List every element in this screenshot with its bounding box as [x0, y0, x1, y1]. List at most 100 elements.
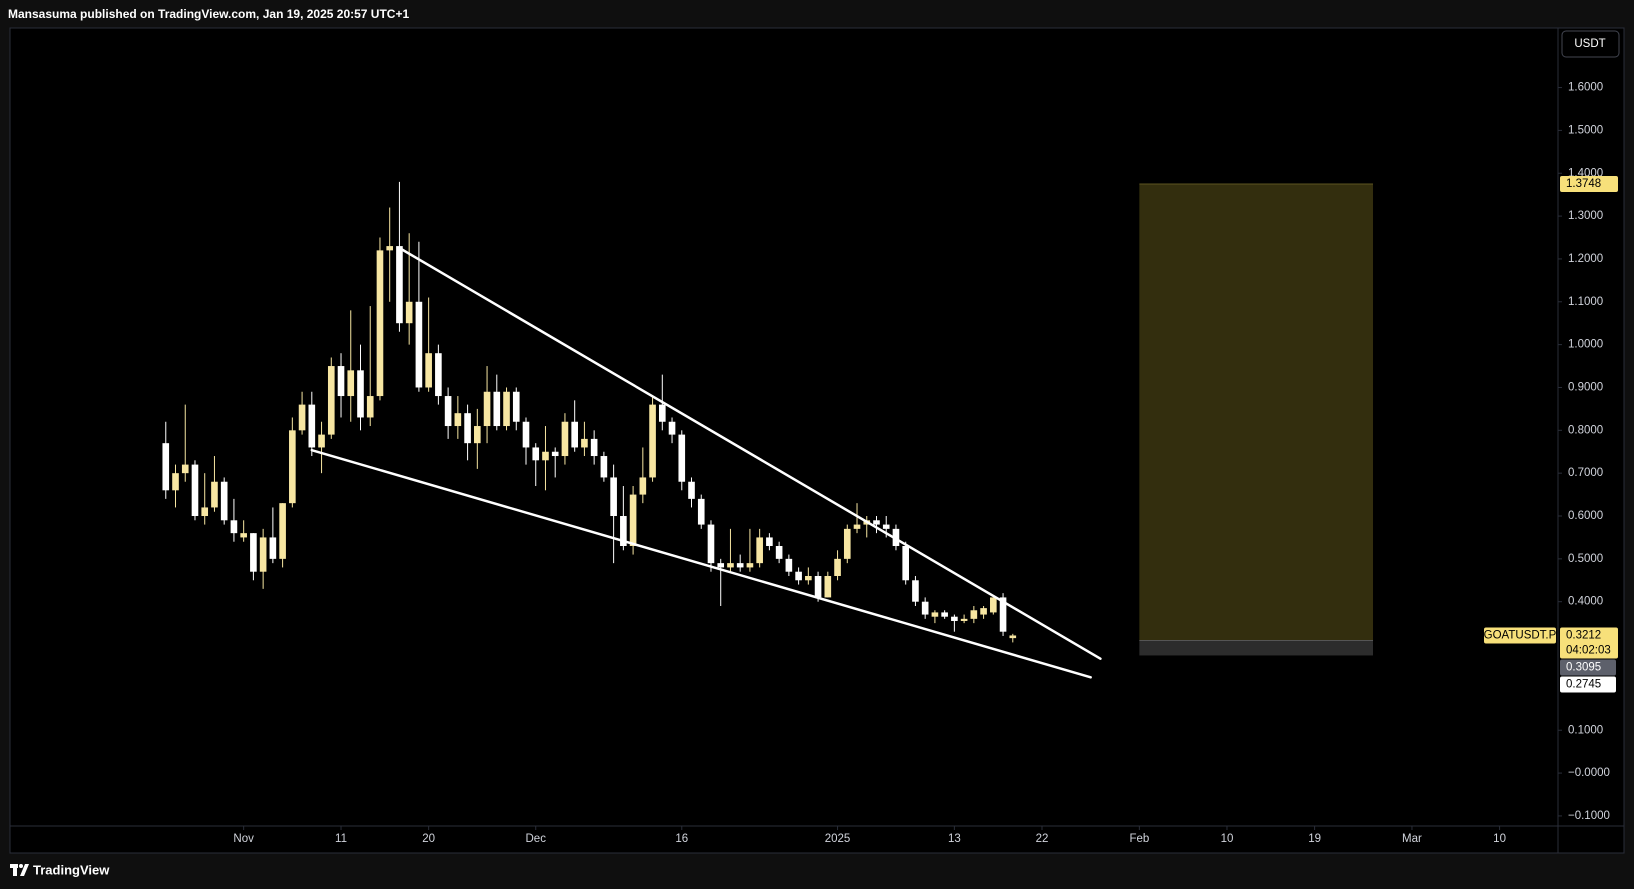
candle-body: [318, 434, 325, 448]
candle-body: [571, 421, 578, 448]
header: Mansasuma published on TradingView.com, …: [8, 7, 409, 21]
candle-body: [493, 391, 501, 427]
currency[interactable]: USDT: [1574, 38, 1605, 50]
brand: TradingView: [33, 862, 110, 877]
candle-body: [308, 404, 316, 448]
y-tick-label: 1.5000: [1568, 124, 1603, 136]
candle-body: [931, 612, 939, 617]
y-tick-label: 1.1000: [1568, 296, 1603, 308]
candle-body: [386, 246, 394, 251]
x-tick-label: 20: [422, 833, 435, 845]
candle-body: [775, 546, 783, 559]
candle-body: [522, 421, 530, 448]
candle-body: [415, 301, 423, 388]
last-price: 0.3212: [1566, 629, 1601, 641]
candle-body: [970, 610, 978, 619]
candle-body: [649, 404, 656, 478]
stop-zone: [1139, 640, 1374, 656]
candle-body: [824, 575, 832, 598]
candle-body: [220, 481, 228, 521]
candle-body: [366, 396, 374, 418]
x-tick-label: Feb: [1129, 833, 1149, 845]
candle-body: [658, 404, 666, 422]
candle-body: [814, 575, 822, 598]
candle-body: [337, 366, 345, 397]
x-tick-label: 10: [1221, 833, 1234, 845]
candle-body: [912, 580, 919, 602]
candle-body: [610, 477, 617, 517]
candle-body: [941, 612, 948, 617]
candle-body: [902, 546, 910, 581]
y-tick-label: 1.0000: [1568, 339, 1603, 351]
y-tick-label: 0.6000: [1568, 510, 1603, 522]
candle-body: [668, 421, 676, 435]
x-tick-label: 19: [1308, 833, 1321, 845]
candle-body: [551, 451, 559, 457]
candle-body: [843, 528, 851, 559]
currency-button[interactable]: [1561, 30, 1620, 58]
candle-body: [736, 563, 744, 568]
candle-body: [474, 426, 481, 444]
stop-label: 0.2745: [1566, 678, 1601, 690]
y-tick-label: 0.4000: [1568, 596, 1603, 608]
candle-body: [347, 370, 355, 397]
candle-body: [960, 618, 968, 621]
y-tick-label: 1.3000: [1568, 210, 1603, 222]
candle-body: [688, 481, 695, 499]
candle-body: [921, 601, 929, 615]
candle-body: [357, 370, 364, 418]
y-tick-label: 0.5000: [1568, 553, 1603, 565]
candle-body: [766, 537, 773, 547]
candle-body: [298, 404, 306, 431]
candle-body: [279, 503, 286, 559]
candle-body: [512, 391, 520, 422]
symbol: GOATUSDT.P: [1484, 629, 1557, 641]
candle-body: [561, 421, 569, 457]
candle-body: [162, 443, 170, 491]
candle-body: [882, 524, 890, 529]
candle-body: [425, 353, 432, 388]
candle-body: [999, 597, 1007, 632]
entry-label: 0.3095: [1566, 661, 1601, 673]
candle-body: [542, 451, 549, 461]
candle-body: [717, 563, 725, 568]
candle-body: [269, 537, 277, 559]
logo: [10, 864, 29, 876]
target-zone: [1139, 184, 1374, 641]
candle-body: [707, 524, 715, 564]
y-tick-label: 1.2000: [1568, 253, 1603, 265]
candle-body: [756, 537, 763, 564]
x-tick-label: 13: [948, 833, 961, 845]
target-label: 1.3748: [1566, 178, 1601, 190]
y-tick-label: 0.1000: [1568, 724, 1603, 736]
candle-body: [454, 413, 462, 427]
candle-body: [201, 507, 209, 517]
x-tick-label: Dec: [526, 833, 547, 845]
target-label-box: [1560, 176, 1618, 193]
candle-body: [590, 438, 598, 457]
chart-frame: [9, 27, 1625, 854]
candle-body: [873, 520, 880, 525]
x-tick-label: 11: [335, 833, 347, 845]
candle-body: [697, 498, 705, 525]
candle-body: [1009, 635, 1017, 639]
x-tick-label: 2025: [825, 833, 851, 845]
entry-label-box: [1560, 659, 1616, 676]
y-tick-label: 0.9000: [1568, 382, 1603, 394]
countdown: 04:02:03: [1566, 644, 1611, 656]
candle-body: [620, 516, 627, 547]
y-tick-label: −0.0000: [1568, 767, 1610, 779]
candle-body: [795, 571, 802, 581]
candle-body: [727, 563, 734, 568]
stop-label-box: [1560, 676, 1616, 693]
trend-line: [398, 246, 1102, 660]
candle-body: [853, 524, 861, 529]
trend-line: [310, 448, 1092, 679]
candle-body: [600, 456, 608, 478]
candle-body: [629, 494, 637, 547]
candle-body: [951, 616, 958, 621]
candle-body: [289, 430, 296, 504]
candle-body: [444, 396, 452, 427]
